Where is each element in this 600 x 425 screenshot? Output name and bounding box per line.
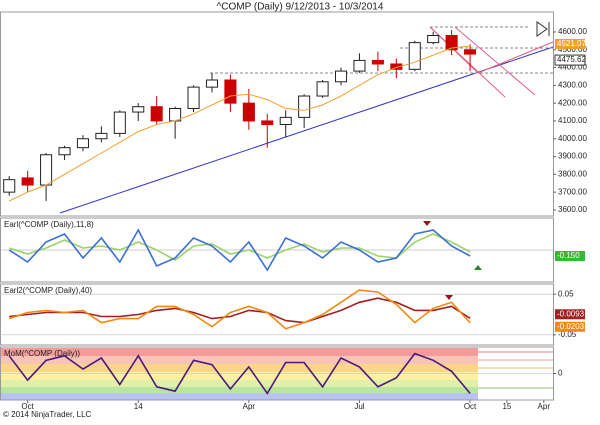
signal-markers (423, 221, 482, 300)
indicator-line (8, 289, 471, 330)
y-tick-label: 3700.00 (558, 187, 587, 196)
y-tick-label: 3900.00 (558, 152, 587, 161)
candle-body (464, 49, 477, 55)
candle-body (40, 154, 53, 186)
value-label: 4475.62 (557, 55, 586, 64)
y-tick-label: -0.05 (558, 330, 577, 339)
moving-average (8, 45, 471, 202)
candle-body (132, 106, 145, 113)
value-label: -0.0203 (557, 322, 585, 331)
candle-body (205, 79, 219, 88)
value-label-box (555, 38, 585, 49)
candle-body (408, 42, 421, 70)
panel-frame (0, 283, 554, 346)
y-tick-label: 3600.00 (558, 205, 587, 214)
indicator-line (8, 228, 471, 272)
indicator-name: Earl2(^COMP (Daily),40) (4, 286, 92, 295)
indicator-name: MoM(^COMP (Daily)) (4, 349, 80, 358)
candle-body (371, 59, 384, 65)
value-label-box (555, 251, 585, 261)
x-tick-label: 15 (502, 402, 511, 411)
y-tick-label: 0 (558, 369, 563, 378)
candle-body (279, 116, 292, 126)
candle-body (3, 179, 16, 193)
candle-body (113, 111, 126, 134)
candle-body (187, 86, 200, 109)
value-label-box (555, 321, 585, 332)
chart-title: ^COMP (Daily) 9/12/2013 - 10/3/2014 (217, 2, 384, 13)
candle-body (445, 34, 458, 51)
candle-body (261, 120, 274, 126)
candle-body (298, 95, 311, 118)
indicator-name: Earl(^COMP (Daily),11,8) (4, 220, 94, 229)
candle-body (390, 63, 403, 70)
value-label: -0.0093 (557, 309, 585, 318)
candle-body (150, 106, 163, 122)
y-tick-label: 0.05 (558, 289, 574, 298)
y-tick-label: 4500.00 (558, 45, 587, 54)
candle-body (21, 177, 34, 186)
x-tick-label: Apr (538, 402, 551, 411)
value-label: 4521.07 (557, 39, 586, 48)
x-tick-label: Apr (243, 402, 256, 411)
candle-body (58, 147, 71, 156)
y-tick-label: 4000.00 (558, 134, 587, 143)
candle-body (427, 34, 440, 44)
candle-body (76, 138, 89, 149)
y-tick-label: 4600.00 (558, 27, 587, 36)
candle-body (316, 81, 329, 97)
y-tick-label: 4400.00 (558, 63, 587, 72)
panel-frame (0, 11, 554, 217)
x-tick-label: Oct (464, 402, 477, 411)
y-tick-label: 4100.00 (558, 116, 587, 125)
value-label-box (555, 309, 585, 320)
y-tick-label: 3800.00 (558, 169, 587, 178)
value-label-box (554, 54, 586, 66)
x-tick-label: Jul (354, 402, 364, 411)
y-tick-label: 4300.00 (558, 80, 587, 89)
indicator-line (8, 352, 471, 395)
candle-body (334, 70, 348, 83)
band-background (1, 348, 553, 400)
x-tick-label: Oct (21, 402, 34, 411)
y-tick-label: 4200.00 (558, 98, 587, 107)
candle-body (353, 59, 366, 72)
candle-body (224, 79, 237, 104)
value-label: -0.150 (557, 251, 580, 260)
candle-body (242, 102, 255, 122)
candle-body (95, 132, 108, 140)
x-tick-label: 14 (134, 402, 143, 411)
footer: © 2014 NinjaTrader, LLC (3, 410, 92, 419)
